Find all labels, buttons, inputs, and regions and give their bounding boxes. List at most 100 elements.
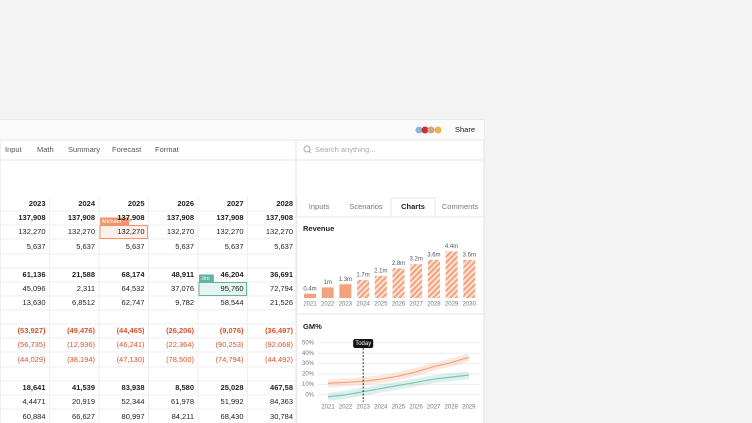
cell[interactable]: 137,908 (68, 213, 95, 222)
tab[interactable]: Forecast (112, 145, 142, 154)
x-tick-label: 2023 (357, 405, 371, 411)
cell[interactable]: (92,068) (265, 340, 293, 349)
cell[interactable]: (78,500) (166, 355, 194, 364)
cell[interactable]: 25,028 (221, 383, 244, 392)
cell[interactable]: 37,076 (171, 284, 194, 293)
cell[interactable]: (26,206) (166, 326, 194, 335)
x-tick-label: 2028 (445, 405, 459, 411)
cell[interactable]: (9,076) (220, 326, 244, 335)
cell[interactable]: 137,908 (18, 213, 45, 222)
cell[interactable]: (38,194) (67, 355, 95, 364)
panel-tab[interactable]: Inputs (309, 202, 330, 211)
cell[interactable]: 5,637 (225, 242, 244, 251)
cell[interactable]: (44,492) (265, 355, 293, 364)
tab[interactable]: Summary (68, 145, 100, 154)
avatars[interactable] (415, 126, 442, 134)
cell[interactable]: 137,908 (266, 213, 293, 222)
cell[interactable]: (74,794) (216, 355, 244, 364)
cell[interactable]: 36,691 (270, 270, 293, 279)
cell[interactable]: 132,270 (117, 227, 144, 236)
cell[interactable]: 61,136 (23, 270, 46, 279)
cell[interactable]: 9,782 (175, 298, 194, 307)
share-button[interactable]: Share (455, 125, 475, 134)
cell[interactable]: 64,532 (122, 284, 145, 293)
cell[interactable]: 60,884 (23, 412, 46, 421)
cell[interactable]: 8,580 (175, 383, 194, 392)
x-tick-label: 2029 (445, 302, 459, 308)
cell[interactable]: (36,497) (265, 326, 293, 335)
cell[interactable]: 68,174 (122, 270, 146, 279)
tab[interactable]: Format (155, 145, 180, 154)
cell[interactable]: 51,992 (221, 397, 244, 406)
cell[interactable]: 137,908 (216, 213, 243, 222)
cell[interactable]: (12,936) (67, 340, 95, 349)
cell[interactable]: 83,938 (122, 383, 145, 392)
x-tick-label: 2030 (463, 302, 477, 308)
cell[interactable]: 137,908 (117, 213, 144, 222)
column-header: 2027 (227, 199, 244, 208)
cell[interactable]: 72,794 (270, 284, 293, 293)
cell[interactable]: 95,760 (221, 284, 244, 293)
cell[interactable]: 84,211 (172, 412, 194, 421)
cell[interactable]: 68,430 (221, 412, 244, 421)
bar-label: 3.6m (427, 252, 440, 258)
search-input[interactable]: Search anything... (315, 145, 375, 154)
x-tick-label: 2027 (410, 302, 424, 308)
cell[interactable]: 30,784 (270, 412, 293, 421)
cell[interactable]: (22,364) (166, 340, 194, 349)
cell[interactable]: (90,253) (216, 340, 244, 349)
cell[interactable]: 132,270 (266, 227, 293, 236)
cell[interactable]: 58,544 (221, 298, 244, 307)
cell[interactable]: 18,641 (23, 383, 46, 392)
cell[interactable]: 84,363 (270, 397, 293, 406)
bar-label: 1.3m (339, 277, 352, 283)
bar-label: 4.4m (445, 244, 458, 250)
cell[interactable]: 5,637 (76, 242, 95, 251)
panel-tab[interactable]: Comments (442, 202, 479, 211)
panel-tab[interactable]: Scenarios (349, 202, 383, 211)
cell[interactable]: 20,919 (72, 397, 95, 406)
tab[interactable]: Input (5, 145, 23, 154)
cell[interactable]: 21,588 (72, 270, 95, 279)
x-tick-label: 2029 (462, 405, 476, 411)
cell[interactable]: (53,927) (18, 326, 46, 335)
cell[interactable]: 5,637 (274, 242, 293, 251)
cell[interactable]: (49,476) (67, 326, 95, 335)
cell[interactable]: (44,029) (18, 355, 46, 364)
cell[interactable]: 132,270 (167, 227, 194, 236)
cell[interactable]: 5,637 (27, 242, 46, 251)
cell[interactable]: 5,637 (175, 242, 194, 251)
x-tick-label: 2026 (409, 405, 423, 411)
cell[interactable]: 132,270 (216, 227, 243, 236)
cell[interactable]: 48,911 (171, 270, 194, 279)
cell[interactable]: 21,526 (270, 298, 293, 307)
cell[interactable]: (56,735) (18, 340, 46, 349)
cell[interactable]: (47,130) (117, 355, 145, 364)
cell[interactable]: 6,8512 (72, 298, 95, 307)
cell[interactable]: 45,096 (23, 284, 46, 293)
cell[interactable]: 41,539 (72, 383, 95, 392)
tab[interactable]: Math (37, 145, 54, 154)
cell[interactable]: 132,270 (68, 227, 95, 236)
cell[interactable]: 61,978 (171, 397, 194, 406)
cell[interactable]: 66,627 (72, 412, 95, 421)
x-tick-label: 2024 (356, 302, 370, 308)
cell[interactable]: 5,637 (126, 242, 145, 251)
cell[interactable]: 4,4471 (23, 397, 46, 406)
bar (445, 251, 458, 298)
cell[interactable]: (44,465) (117, 326, 145, 335)
cell[interactable]: 2,311 (77, 284, 95, 293)
toolbar (0, 120, 484, 140)
cell[interactable]: 13,630 (23, 298, 46, 307)
cell[interactable]: 132,270 (18, 227, 45, 236)
panel-tab[interactable]: Charts (401, 202, 425, 211)
cell[interactable]: 52,344 (122, 397, 145, 406)
cell[interactable]: 46,204 (221, 270, 245, 279)
cell-highlight (198, 282, 247, 296)
cell[interactable]: 137,908 (167, 213, 194, 222)
cell[interactable]: 80,997 (122, 412, 145, 421)
cell[interactable]: 62,747 (122, 298, 145, 307)
y-tick-label: 0% (305, 392, 314, 398)
cell[interactable]: (46,241) (117, 340, 145, 349)
cell[interactable]: 467,58 (270, 383, 293, 392)
